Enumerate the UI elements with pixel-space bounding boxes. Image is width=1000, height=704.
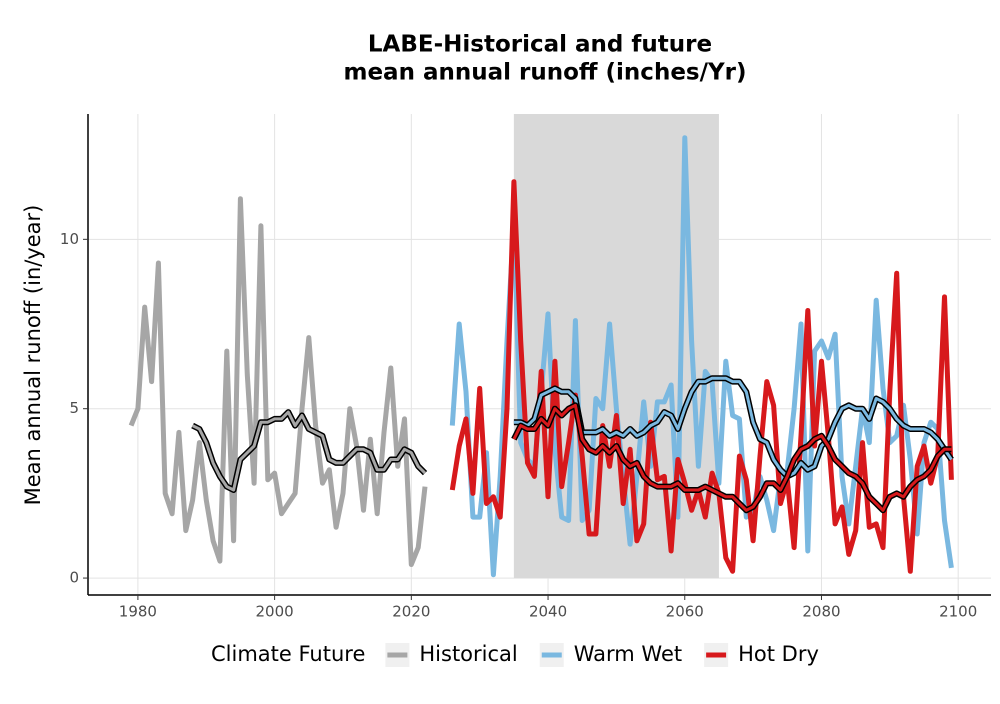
y-tick-label: 5 xyxy=(69,399,79,417)
chart-title: mean annual runoff (inches/Yr) xyxy=(343,60,746,86)
trend-line xyxy=(513,376,953,478)
legend-label: Hot Dry xyxy=(738,642,819,666)
x-tick-label: 1980 xyxy=(119,603,157,621)
series-line xyxy=(128,196,428,567)
trend-line xyxy=(512,403,952,512)
x-tick-label: 2040 xyxy=(529,603,567,621)
y-tick-label: 0 xyxy=(69,569,79,587)
trend-line xyxy=(191,410,427,492)
y-tick-label: 10 xyxy=(60,230,79,248)
series-line xyxy=(449,179,954,574)
legend-title: Climate Future xyxy=(211,642,365,666)
legend-label: Warm Wet xyxy=(574,642,682,666)
x-tick-label: 2060 xyxy=(666,603,704,621)
x-tick-label: 2000 xyxy=(256,603,294,621)
x-tick-label: 2020 xyxy=(392,603,430,621)
y-axis-label: Mean annual runoff (in/year) xyxy=(21,205,45,506)
x-tick-label: 2080 xyxy=(802,603,840,621)
chart-title: LABE-Historical and future xyxy=(368,32,712,58)
legend-label: Historical xyxy=(419,642,517,666)
x-tick-label: 2100 xyxy=(939,603,977,621)
